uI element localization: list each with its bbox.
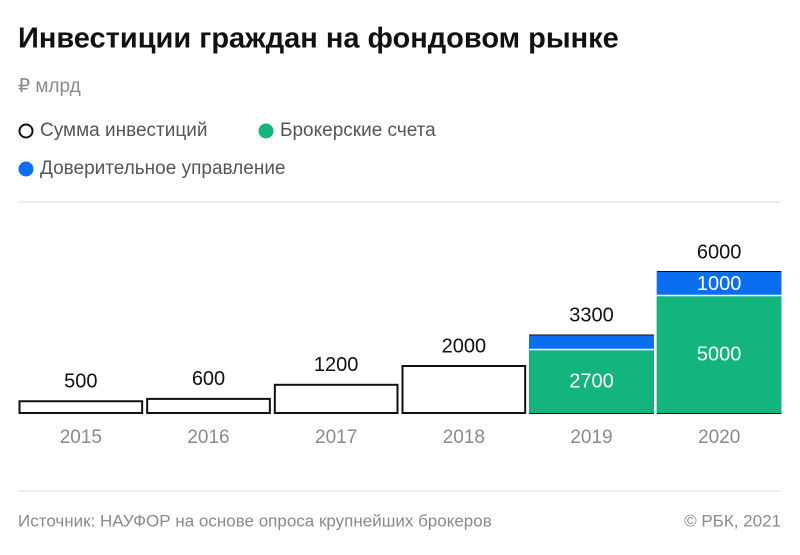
credit: © РБК, 2021	[684, 511, 781, 530]
x-tick-label: 2015	[60, 427, 102, 448]
bar-segment	[656, 272, 782, 296]
value-label: 600	[192, 368, 225, 390]
x-tick-label: 2018	[443, 427, 485, 448]
legend-label: Брокерские счета	[280, 120, 436, 141]
value-label: 1000	[697, 273, 742, 295]
bar	[146, 397, 271, 414]
bar	[401, 365, 527, 414]
value-label: 500	[64, 371, 97, 393]
source: Источник: НАУФОР на основе опроса крупне…	[18, 511, 492, 530]
x-tick-label: 2019	[570, 427, 612, 448]
legend-marker	[18, 123, 34, 139]
bar-segment	[529, 335, 654, 350]
unit-label: ₽ млрд	[18, 76, 81, 97]
bar	[18, 400, 144, 414]
bar-segment	[656, 295, 782, 413]
bar-segment	[529, 349, 654, 413]
legend-label: Сумма инвестиций	[40, 120, 207, 141]
legend-marker	[18, 161, 34, 177]
value-label: 2000	[442, 335, 487, 357]
x-tick-label: 2016	[187, 427, 229, 448]
value-label: 6000	[697, 241, 742, 263]
bar	[273, 383, 399, 414]
legend-label: Доверительное управление	[40, 158, 286, 179]
chart-title: Инвестиции граждан на фондовом рынке	[18, 23, 619, 55]
x-tick-label: 2017	[315, 427, 357, 448]
value-label: 3300	[569, 305, 614, 327]
value-label: 1200	[314, 354, 359, 376]
value-label: 5000	[697, 344, 742, 366]
x-tick-label: 2020	[698, 427, 740, 448]
value-label: 2700	[569, 371, 614, 393]
legend-marker	[258, 123, 274, 139]
